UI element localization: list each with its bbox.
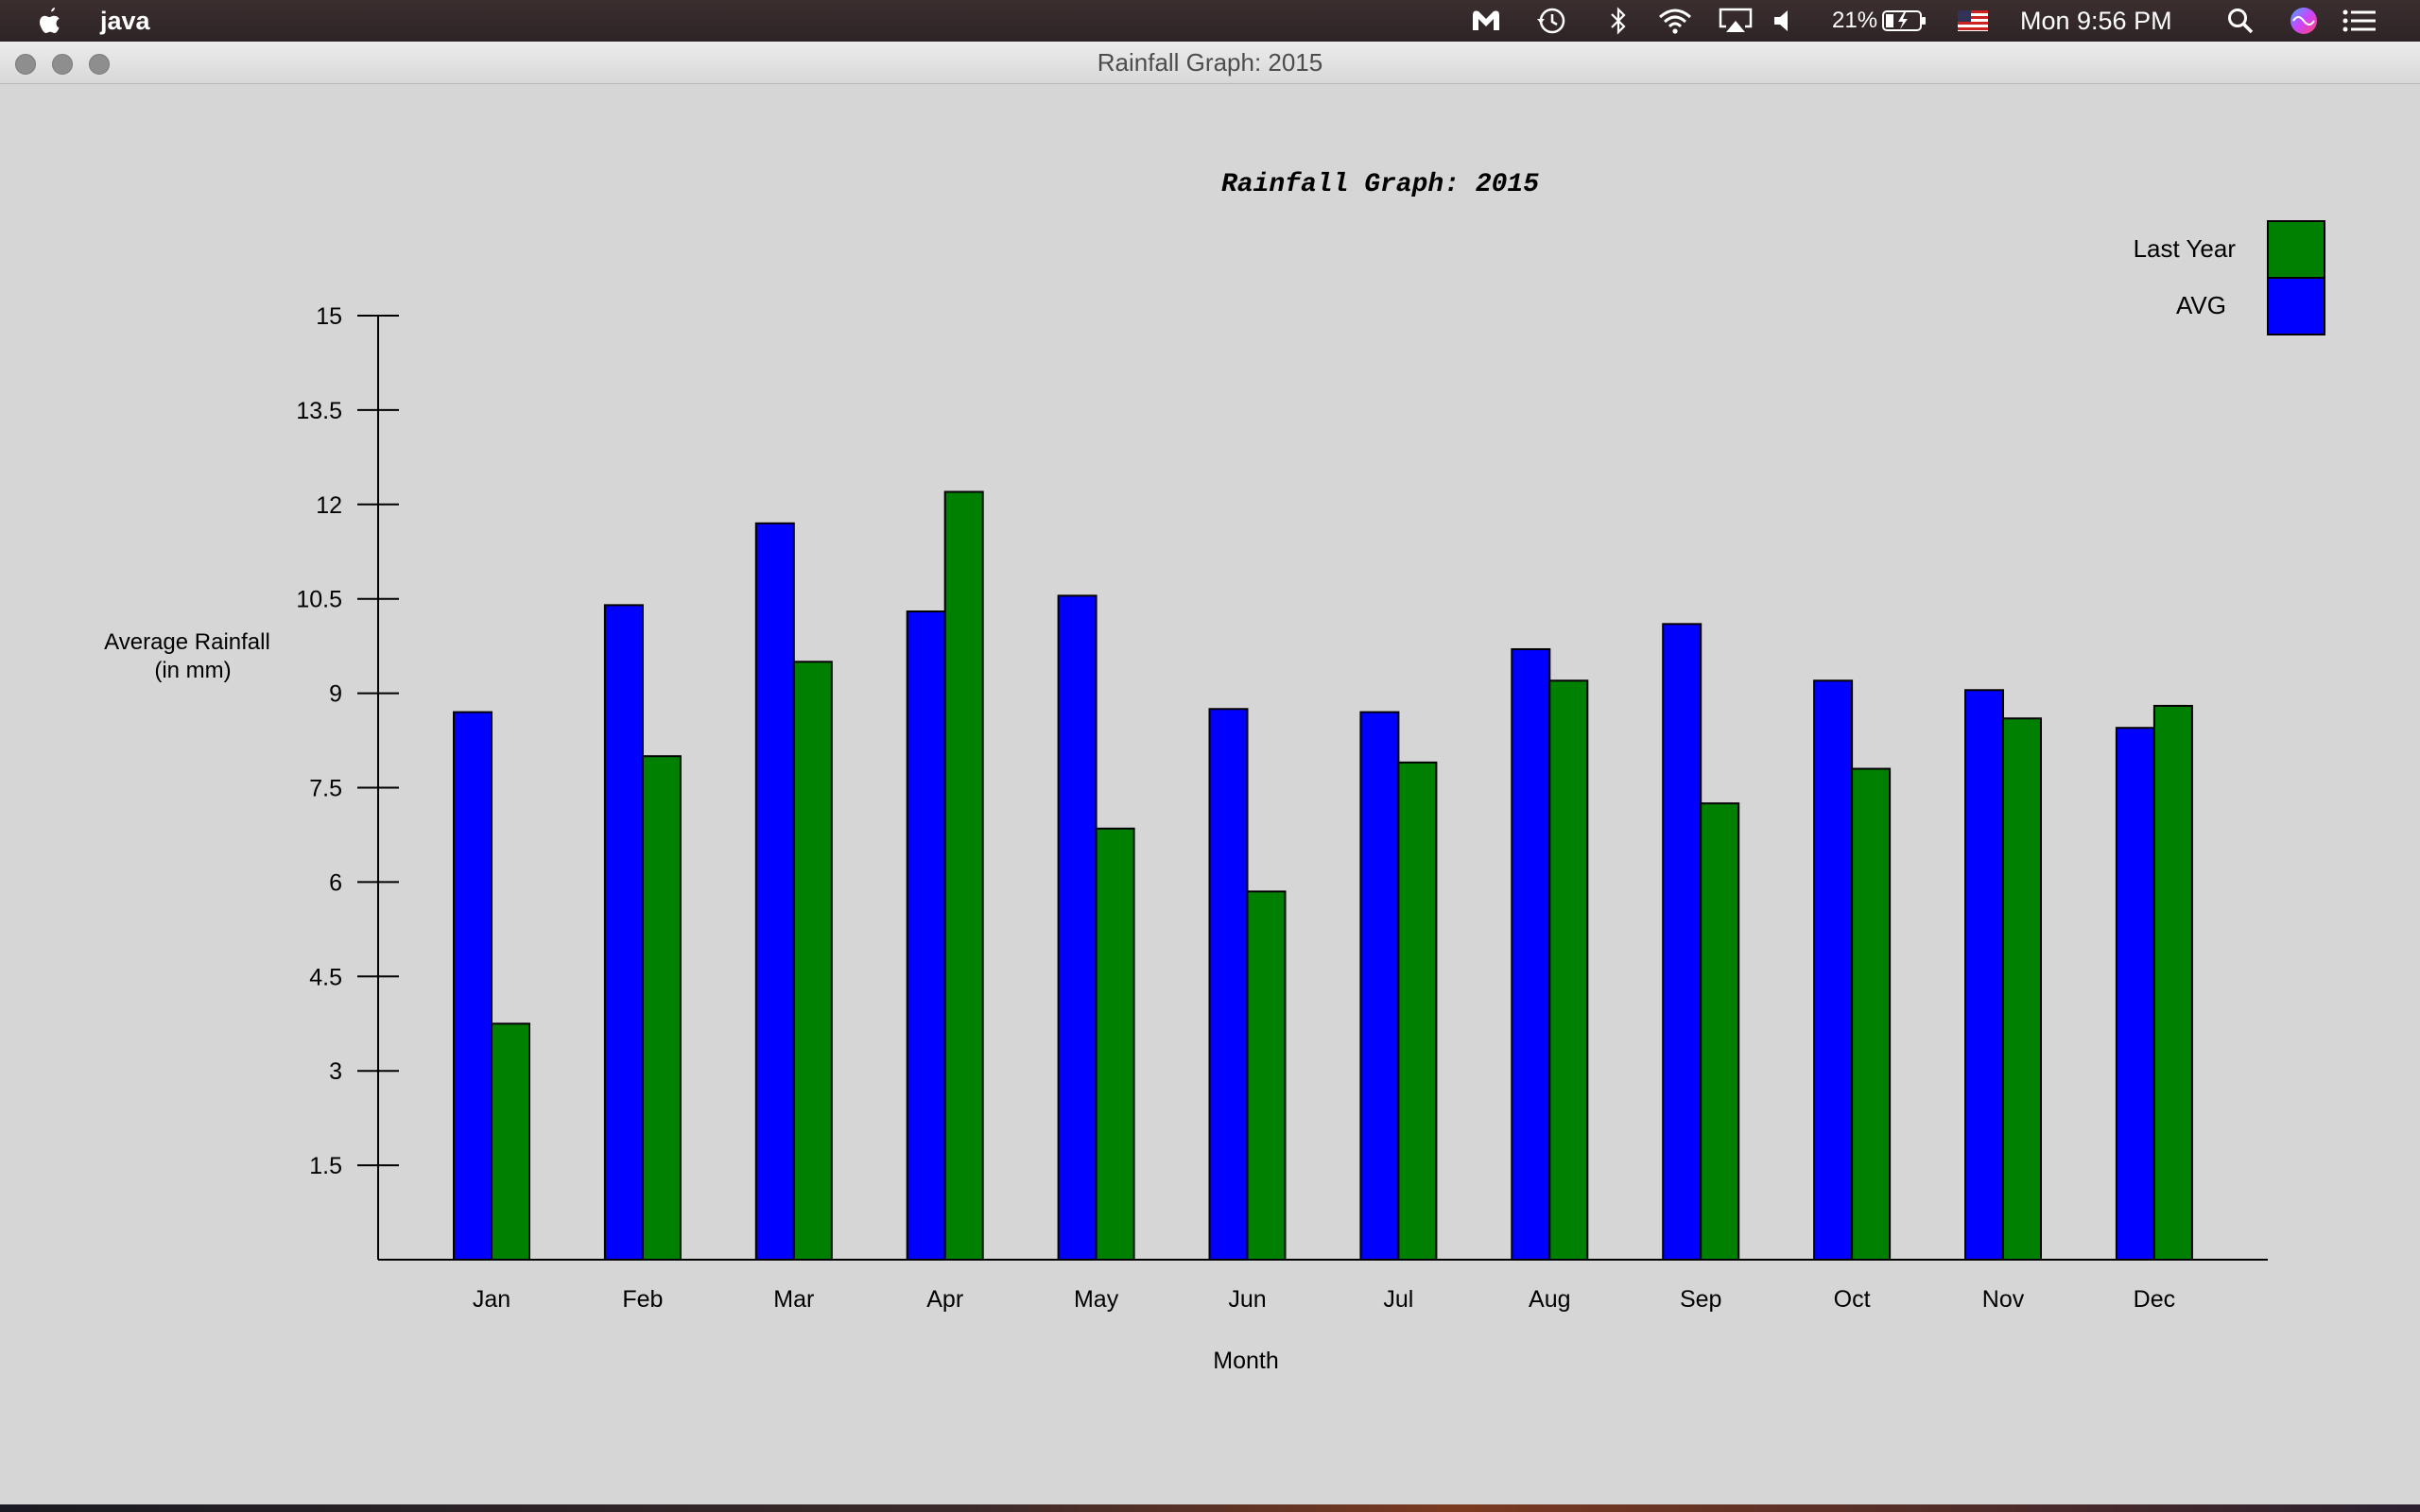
bar-avg-feb <box>603 604 644 1261</box>
desktop-wallpaper-strip <box>0 1504 2420 1512</box>
y-tick-label: 10.5 <box>296 587 342 613</box>
bar-avg-apr <box>906 610 946 1261</box>
y-axis-label: Average Rainfall (in mm) <box>104 629 270 683</box>
bar-avg-jan <box>453 711 493 1261</box>
bar-avg-nov <box>1964 689 2004 1261</box>
bar-last-year-jun <box>1246 890 1287 1261</box>
bar-avg-may <box>1057 594 1098 1261</box>
y-tick-label: 9 <box>329 681 342 708</box>
volume-icon[interactable] <box>1772 0 1796 42</box>
close-button[interactable] <box>15 54 36 75</box>
time-machine-icon[interactable] <box>1534 0 1568 42</box>
x-tick-label: Nov <box>1982 1286 2025 1313</box>
y-tick-label: 12 <box>316 492 342 519</box>
bar-last-year-dec <box>2152 704 2193 1261</box>
x-tick-label: Jun <box>1228 1286 1266 1313</box>
chart-title: Rainfall Graph: 2015 <box>1221 170 1539 199</box>
rainfall-chart: Rainfall Graph: 2015 Average Rainfall (i… <box>104 170 2325 1374</box>
zoom-button[interactable] <box>89 54 110 75</box>
battery-percent[interactable]: 21% <box>1832 8 1878 33</box>
battery-icon[interactable] <box>1881 0 1928 42</box>
siri-icon[interactable] <box>2288 0 2320 42</box>
legend-swatch <box>2267 277 2325 335</box>
airplay-icon[interactable] <box>1717 0 1754 42</box>
window-title: Rainfall Graph: 2015 <box>1097 48 1323 77</box>
bar-last-year-aug <box>1548 679 1589 1261</box>
bar-last-year-sep <box>1700 802 1740 1262</box>
x-tick-label: Aug <box>1529 1286 1570 1313</box>
bluetooth-icon[interactable] <box>1607 0 1630 42</box>
bar-last-year-apr <box>943 490 984 1262</box>
legend-label: Last Year <box>2134 234 2237 263</box>
minimize-button[interactable] <box>52 54 73 75</box>
bar-avg-dec <box>2115 727 2155 1261</box>
app-window: Rainfall Graph: 2015 Rainfall Graph: 201… <box>0 42 2420 1504</box>
bar-avg-mar <box>754 522 795 1261</box>
bar-last-year-jan <box>491 1022 530 1261</box>
bars <box>453 490 2193 1262</box>
x-tick-label: Jul <box>1383 1286 1413 1313</box>
chart-canvas: Rainfall Graph: 2015 Average Rainfall (i… <box>0 84 2420 1504</box>
y-tick-label: 15 <box>316 303 342 330</box>
x-tick-label: Oct <box>1834 1286 1871 1313</box>
bar-last-year-jul <box>1397 761 1438 1261</box>
bar-avg-aug <box>1511 647 1551 1261</box>
spotlight-icon[interactable] <box>2225 0 2256 42</box>
y-axis-label-line-1: Average Rainfall <box>104 629 270 655</box>
window-titlebar[interactable]: Rainfall Graph: 2015 <box>0 42 2420 84</box>
malwarebytes-icon[interactable] <box>1470 0 1502 42</box>
wifi-icon[interactable] <box>1656 0 1694 42</box>
bar-avg-oct <box>1813 679 1854 1261</box>
legend-swatch <box>2267 220 2325 279</box>
legend-label: AVG <box>2176 291 2226 319</box>
y-tick-label: 6 <box>329 869 342 896</box>
legend: Last Year AVG <box>2134 220 2325 335</box>
bar-last-year-oct <box>1851 767 1892 1261</box>
y-tick-label: 3 <box>329 1058 342 1085</box>
x-axis-label: Month <box>1213 1348 1278 1374</box>
x-tick-label: Jan <box>473 1286 510 1313</box>
x-tick-label: Mar <box>773 1286 814 1313</box>
x-axis: Jan Feb Mar Apr May Jun Jul Aug Sep Oct Nov Dec <box>378 1259 2268 1313</box>
x-tick-label: Sep <box>1680 1286 1721 1313</box>
bar-last-year-feb <box>641 755 682 1261</box>
x-tick-label: Dec <box>2134 1286 2175 1313</box>
bar-last-year-may <box>1095 827 1135 1261</box>
us-flag-icon[interactable] <box>1957 0 1989 42</box>
clock[interactable]: Mon 9:56 PM <box>2020 7 2172 35</box>
notification-center-icon[interactable] <box>2341 0 2378 42</box>
app-name[interactable]: java <box>100 7 150 35</box>
x-tick-label: Apr <box>926 1286 963 1313</box>
x-tick-label: May <box>1074 1286 1119 1313</box>
y-axis-label-line-2: (in mm) <box>154 658 231 683</box>
menu-bar: java 21% Mon 9:56 PM <box>0 0 2420 42</box>
apple-icon[interactable] <box>36 6 64 36</box>
bar-avg-jun <box>1208 708 1249 1261</box>
y-tick-label: 1.5 <box>309 1153 342 1179</box>
y-tick-label: 7.5 <box>309 776 342 802</box>
x-tick-label: Feb <box>622 1286 663 1313</box>
bar-avg-sep <box>1662 623 1703 1261</box>
bar-last-year-nov <box>2002 717 2042 1261</box>
y-tick-label: 13.5 <box>296 398 342 424</box>
y-tick-label: 4.5 <box>309 964 342 990</box>
bar-last-year-mar <box>792 661 833 1261</box>
y-axis: 1.5 3 4.5 6 7.5 9 10.5 12 13.5 15 <box>296 303 399 1260</box>
bar-avg-jul <box>1359 711 1400 1261</box>
